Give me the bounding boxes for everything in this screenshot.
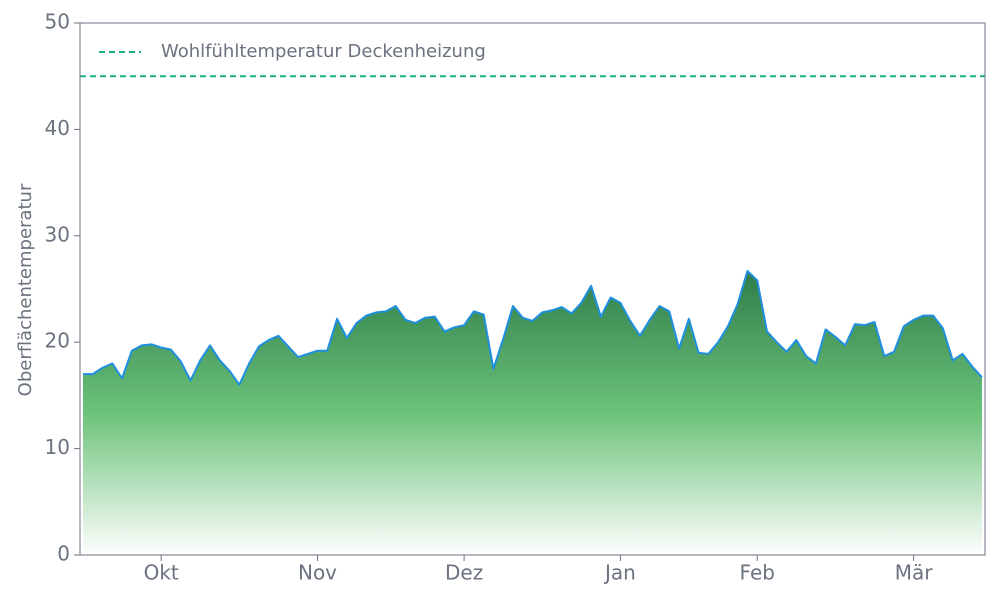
line [83,269,983,386]
y-tick-label: 10 [45,435,70,459]
x-tick-label: Mär [895,561,934,585]
y-tick-label: 0 [57,542,70,566]
y-tick-label: 50 [45,10,70,34]
x-tick-label: Okt [144,561,179,585]
y-axis-label: Oberflächentemperatur [15,183,36,396]
area-fill [83,270,982,555]
y-tick-label: 30 [45,222,70,246]
x-tick-label: Jan [603,561,636,585]
legend-label: Wohlfühltemperatur Deckenheizung [161,41,486,62]
y-tick-label: 20 [45,329,70,353]
y-tick-label: 40 [45,116,70,140]
x-tick-label: Feb [740,561,775,585]
x-tick-label: Nov [298,561,337,585]
x-tick-label: Dez [445,561,483,585]
plot-frame [79,22,986,556]
